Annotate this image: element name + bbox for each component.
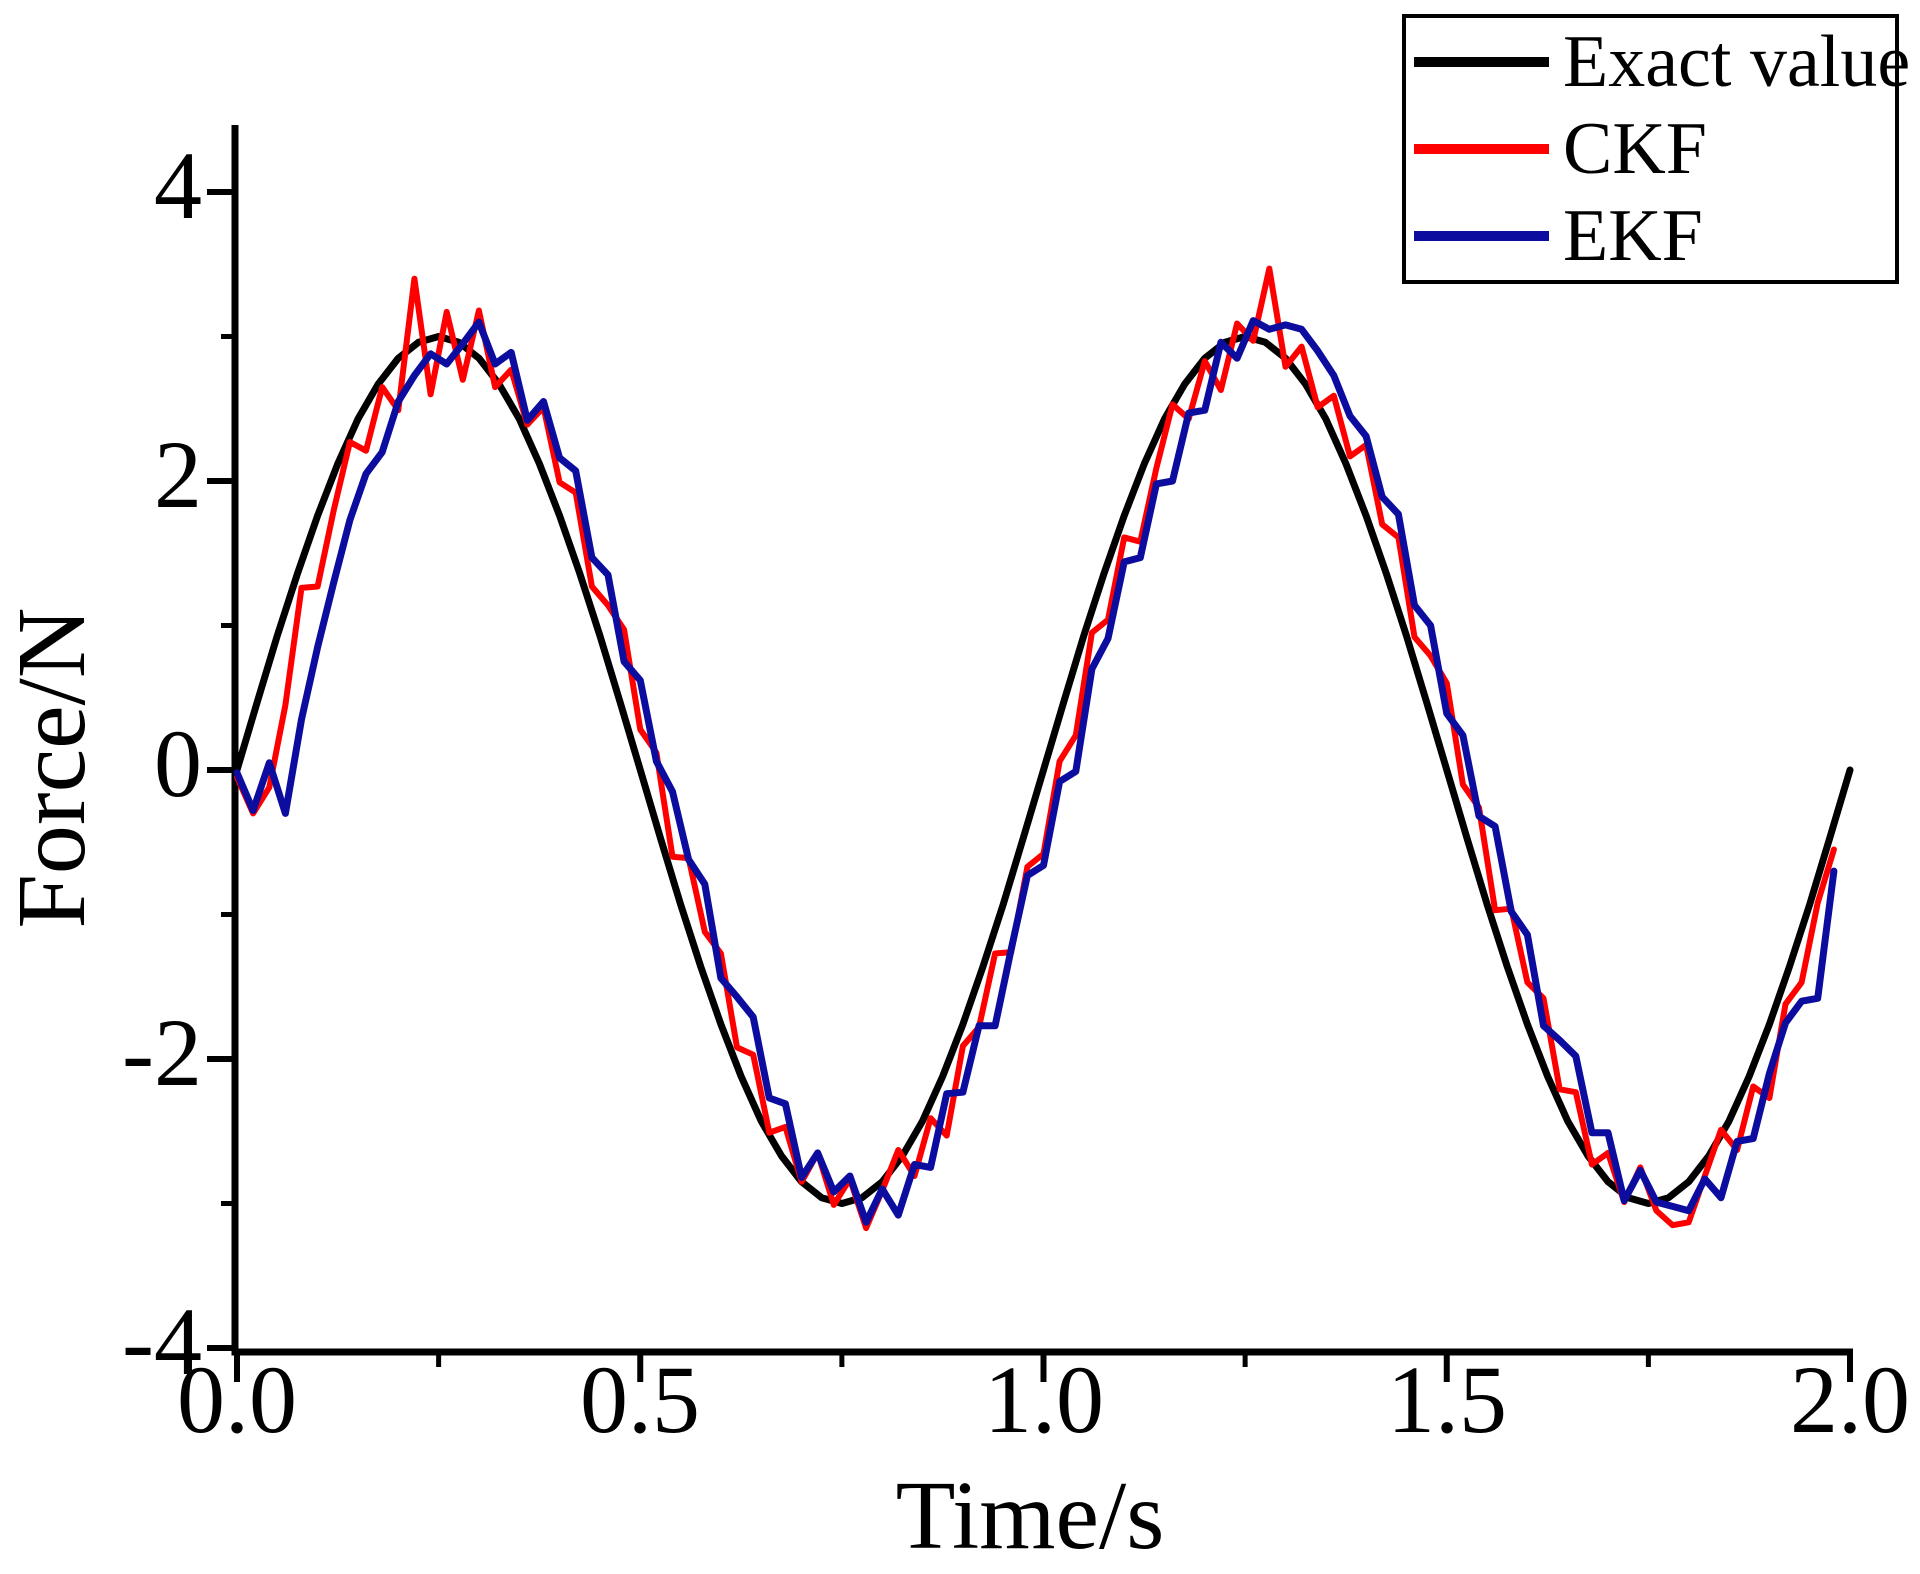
legend-label: EKF [1563, 195, 1703, 278]
legend-label: Exact value [1563, 20, 1911, 103]
x-tick-label: 1.5 [1387, 1346, 1507, 1453]
legend: Exact value CKF EKF [1402, 14, 1910, 284]
y-axis-title: Force/N [0, 607, 106, 929]
y-tick-label: 0 [154, 710, 202, 817]
x-tick-label: 0.5 [580, 1346, 700, 1453]
y-tick-label: 4 [154, 132, 202, 239]
x-tick-label: 0.0 [177, 1346, 297, 1453]
legend-item-ckf: CKF [1406, 106, 1895, 192]
y-tick-label: 2 [154, 421, 202, 528]
x-tick-label: 1.0 [984, 1346, 1104, 1453]
y-tick-label: -2 [122, 999, 202, 1106]
series-line-exact-value [233, 333, 1854, 1207]
legend-label: CKF [1563, 107, 1707, 190]
legend-line-swatch-black [1414, 56, 1549, 67]
x-axis-title: Time/s [895, 1462, 1165, 1570]
legend-item-ekf: EKF [1406, 193, 1895, 279]
y-tick-label: -4 [122, 1288, 202, 1395]
series-line-ckf [234, 265, 1837, 1232]
x-tick-label: 2.0 [1790, 1346, 1910, 1453]
series-line-ekf [233, 317, 1838, 1226]
legend-line-swatch-red [1414, 143, 1549, 154]
legend-line-swatch-blue [1414, 231, 1549, 242]
legend-item-exact-value: Exact value [1406, 19, 1910, 105]
